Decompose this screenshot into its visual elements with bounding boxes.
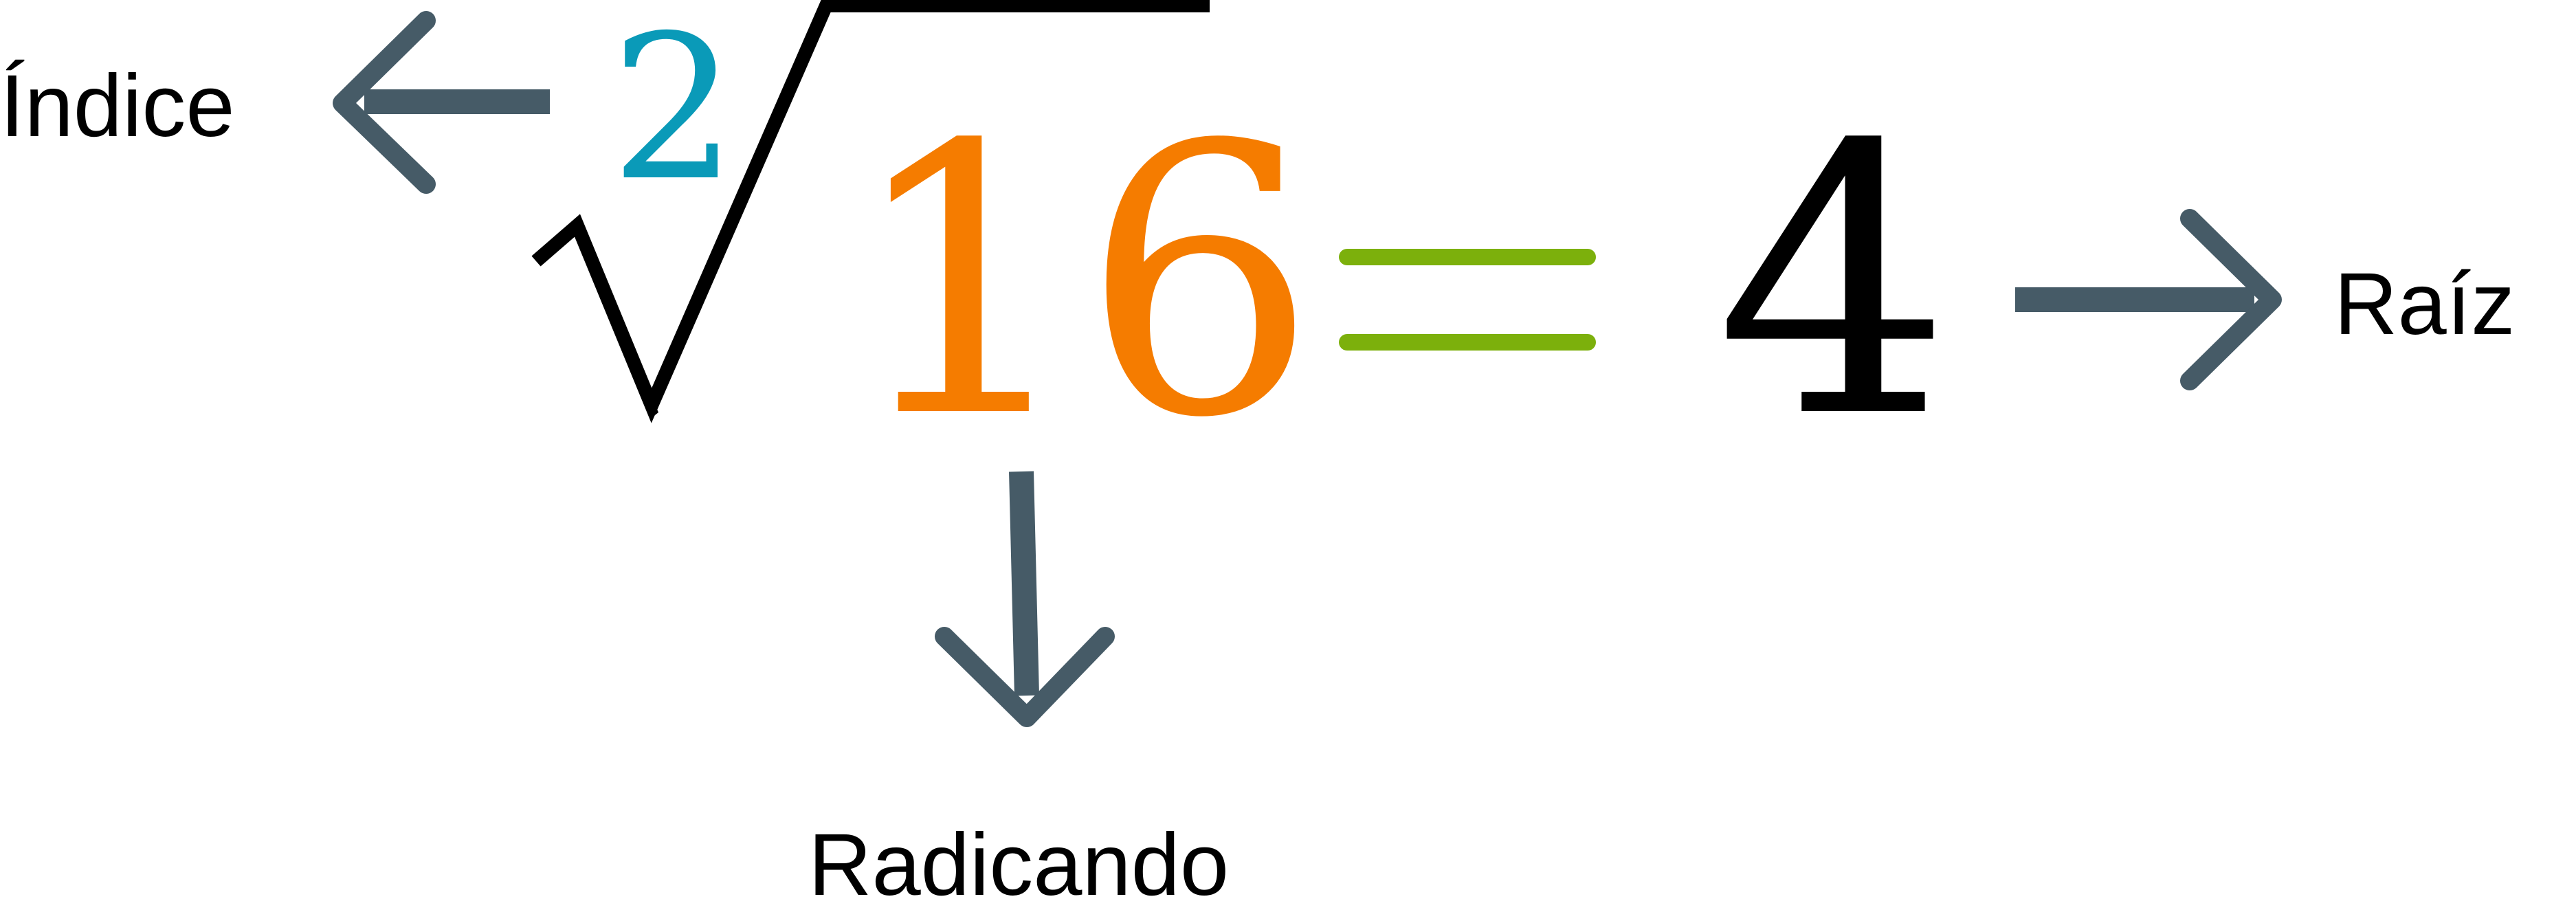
radicand-label: Radicando [808, 816, 1229, 910]
arrow-down-icon [935, 471, 1115, 727]
root-index: 2 [610, 0, 737, 225]
index-label: Índice [0, 57, 235, 155]
arrow-right-icon [2015, 209, 2282, 390]
arrow-left-icon [333, 11, 550, 194]
root-value: 4 [1716, 67, 1952, 499]
equals-sign [1339, 249, 1596, 351]
radicand-value: 16 [845, 67, 1318, 499]
root-label: Raíz [2334, 255, 2515, 353]
